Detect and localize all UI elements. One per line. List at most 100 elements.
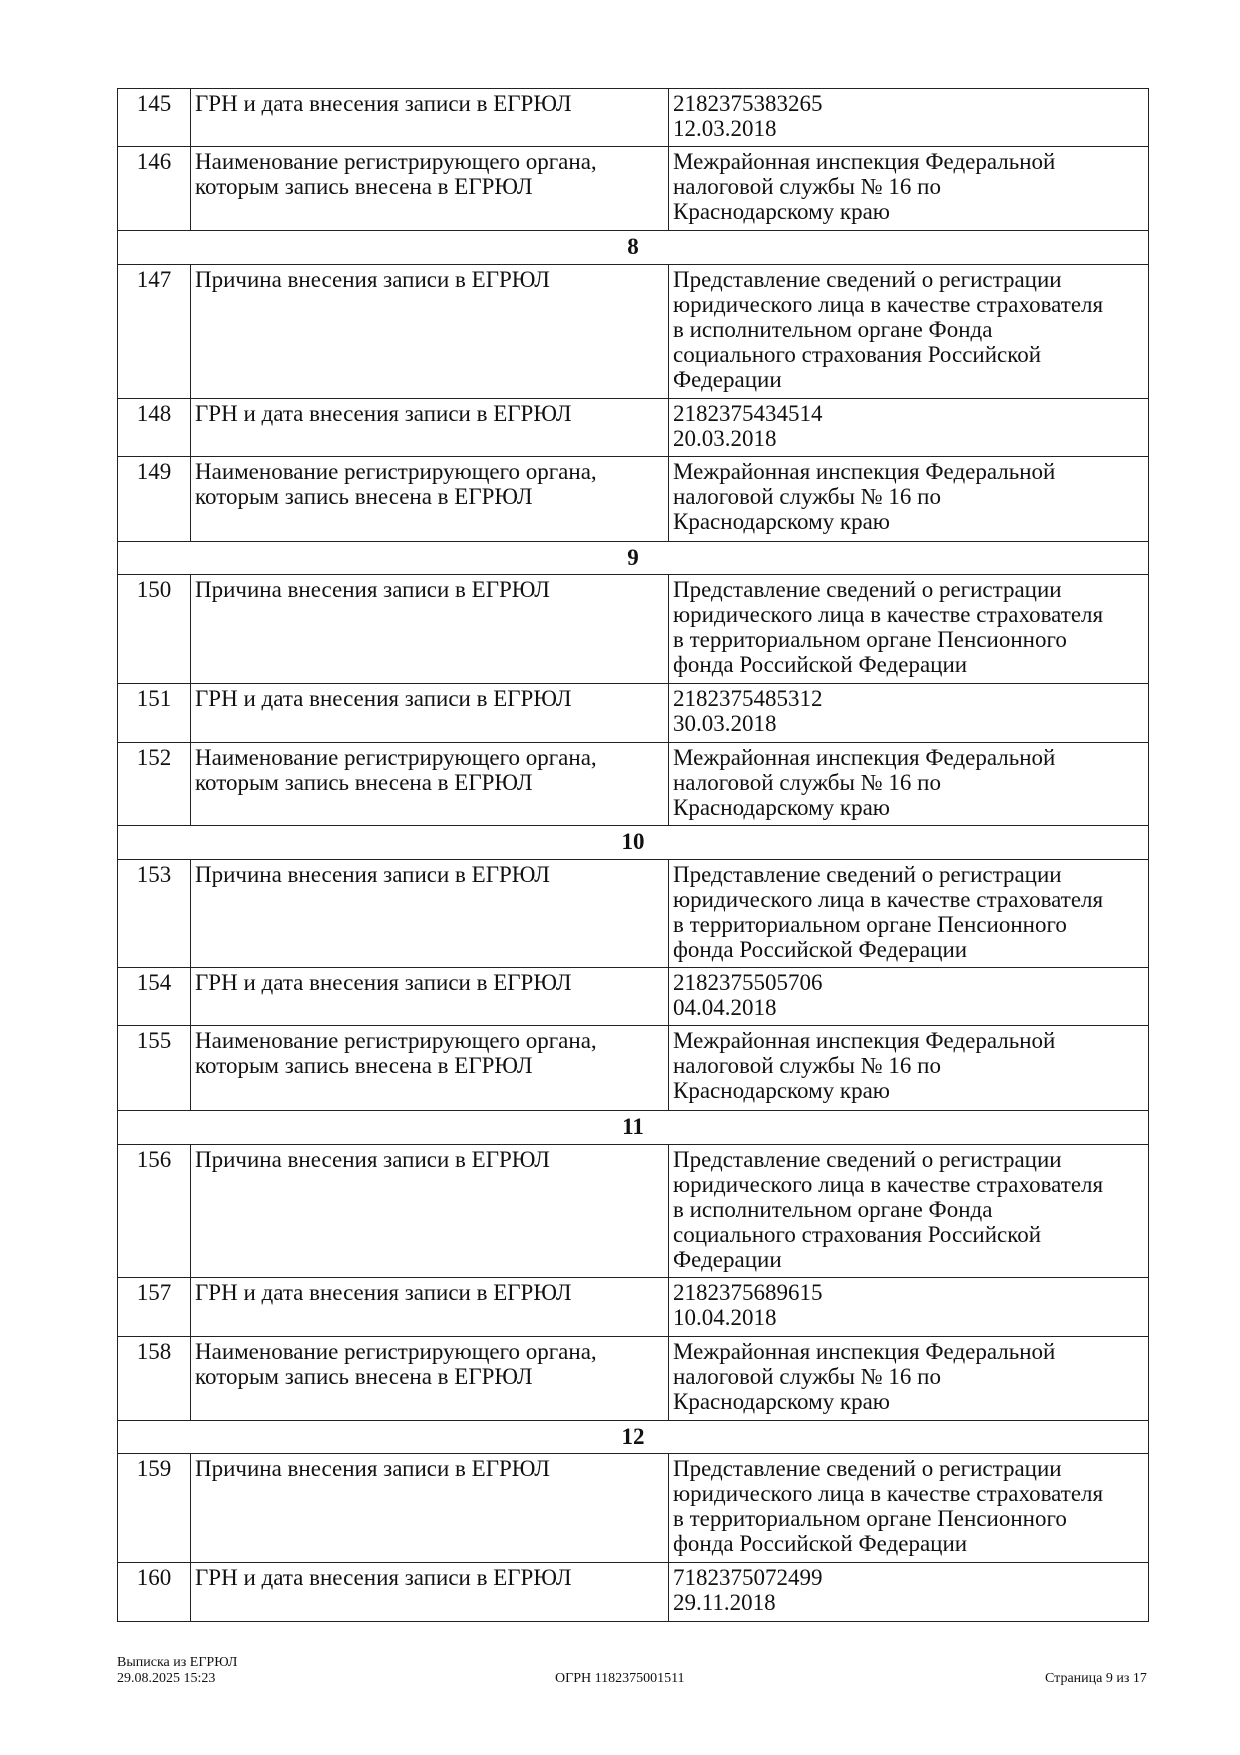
row-number: 153 — [117, 859, 191, 968]
row-value: Представление сведений о регистрации юрид… — [668, 264, 1149, 399]
footer-doc-title: Выписка из ЕГРЮЛ — [117, 1655, 238, 1670]
section-number: 8 — [117, 230, 1149, 265]
table-row: 158 Наименование регистрирующего органа, … — [117, 1336, 1149, 1421]
row-number: 156 — [117, 1144, 191, 1278]
row-number: 150 — [117, 574, 191, 684]
row-value: Межрайонная инспекция Федеральной налогов… — [668, 742, 1149, 826]
row-value: 2182375485312 30.03.2018 — [668, 683, 1149, 743]
row-value-line: социального страхования Российской — [673, 1222, 1042, 1247]
row-value-line: Межрайонная инспекция Федеральной — [673, 149, 1056, 174]
row-value: Межрайонная инспекция Федеральной налогов… — [668, 146, 1149, 231]
table-row: 159 Причина внесения записи в ЕГРЮЛ Предст… — [117, 1453, 1149, 1563]
row-number: 157 — [117, 1277, 191, 1337]
row-value-line: юридического лица в качестве страховател… — [673, 1172, 1104, 1197]
row-value-line: фонда Российской Федерации — [673, 937, 968, 962]
section-number: 10 — [117, 825, 1149, 860]
row-value-line: 2182375485312 — [673, 686, 823, 711]
row-label: Причина внесения записи в ЕГРЮЛ — [190, 1144, 669, 1278]
row-label: Наименование регистрирующего органа, кот… — [190, 1025, 669, 1111]
table-row: 152 Наименование регистрирующего органа, … — [117, 742, 1149, 826]
row-value-line: в исполнительном органе Фонда — [673, 1197, 993, 1222]
table-row: 149 Наименование регистрирующего органа, … — [117, 456, 1149, 542]
row-value-line: 10.04.2018 — [673, 1305, 777, 1330]
row-value: Представление сведений о регистрации юрид… — [668, 859, 1149, 968]
row-label: ГРН и дата внесения записи в ЕГРЮЛ — [190, 88, 669, 147]
row-value-line: юридического лица в качестве страховател… — [673, 887, 1104, 912]
table-row: 148 ГРН и дата внесения записи в ЕГРЮЛ 218… — [117, 398, 1149, 457]
row-value-line: Представление сведений о регистрации — [673, 267, 1062, 292]
row-value-line: в территориальном органе Пенсионного — [673, 1506, 1067, 1531]
table-row: 146 Наименование регистрирующего органа, … — [117, 146, 1149, 231]
row-value-line: налоговой службы № 16 по — [673, 484, 941, 509]
row-value: Представление сведений о регистрации юрид… — [668, 1453, 1149, 1563]
row-value-line: фонда Российской Федерации — [673, 652, 968, 677]
row-value-line: Федерации — [673, 1247, 782, 1272]
table-row: 153 Причина внесения записи в ЕГРЮЛ Предст… — [117, 859, 1149, 968]
row-number: 151 — [117, 683, 191, 743]
row-value-line: в территориальном органе Пенсионного — [673, 627, 1067, 652]
row-number: 155 — [117, 1025, 191, 1111]
row-value-line: в территориальном органе Пенсионного — [673, 912, 1067, 937]
section-row: 10 — [117, 825, 1149, 860]
row-value-line: налоговой службы № 16 по — [673, 174, 941, 199]
row-value-line: Межрайонная инспекция Федеральной — [673, 1028, 1056, 1053]
row-value: Представление сведений о регистрации юрид… — [668, 1144, 1149, 1278]
section-row: 12 — [117, 1420, 1149, 1454]
row-value-line: социального страхования Российской — [673, 342, 1042, 367]
row-value-line: в исполнительном органе Фонда — [673, 317, 993, 342]
row-value-line: 2182375383265 — [673, 91, 823, 116]
section-row: 9 — [117, 541, 1149, 575]
row-value-line: юридического лица в качестве страховател… — [673, 292, 1104, 317]
row-label: Причина внесения записи в ЕГРЮЛ — [190, 574, 669, 684]
row-value-line: Федерации — [673, 367, 782, 392]
row-value-line: юридического лица в качестве страховател… — [673, 602, 1104, 627]
row-value: 7182375072499 29.11.2018 — [668, 1562, 1149, 1622]
row-label: Наименование регистрирующего органа, кот… — [190, 146, 669, 231]
section-number: 9 — [117, 541, 1149, 575]
row-value: 2182375383265 12.03.2018 — [668, 88, 1149, 147]
section-number: 12 — [117, 1420, 1149, 1454]
row-value-line: 2182375434514 — [673, 401, 823, 426]
row-value-line: 20.03.2018 — [673, 426, 777, 451]
table-row: 154 ГРН и дата внесения записи в ЕГРЮЛ 218… — [117, 967, 1149, 1026]
section-row: 8 — [117, 230, 1149, 265]
row-label: Причина внесения записи в ЕГРЮЛ — [190, 1453, 669, 1563]
row-number: 145 — [117, 88, 191, 147]
row-number: 154 — [117, 967, 191, 1026]
row-value-line: 2182375505706 — [673, 970, 823, 995]
section-row: 11 — [117, 1110, 1149, 1145]
row-value: 2182375505706 04.04.2018 — [668, 967, 1149, 1026]
row-value-line: Краснодарскому краю — [673, 795, 890, 820]
row-value-line: Краснодарскому краю — [673, 509, 890, 534]
table-row: 145 ГРН и дата внесения записи в ЕГРЮЛ 218… — [117, 88, 1149, 147]
row-value: Межрайонная инспекция Федеральной налогов… — [668, 1336, 1149, 1421]
row-value-line: налоговой службы № 16 по — [673, 1364, 941, 1389]
row-label: ГРН и дата внесения записи в ЕГРЮЛ — [190, 683, 669, 743]
row-label: ГРН и дата внесения записи в ЕГРЮЛ — [190, 398, 669, 457]
footer-left: Выписка из ЕГРЮЛ 29.08.2025 15:23 — [117, 1655, 237, 1687]
row-number: 149 — [117, 456, 191, 542]
row-value: Межрайонная инспекция Федеральной налогов… — [668, 1025, 1149, 1111]
table-row: 155 Наименование регистрирующего органа, … — [117, 1025, 1149, 1111]
row-number: 148 — [117, 398, 191, 457]
row-value-line: Краснодарскому краю — [673, 199, 890, 224]
row-label: ГРН и дата внесения записи в ЕГРЮЛ — [190, 1562, 669, 1622]
row-number: 147 — [117, 264, 191, 399]
row-label: ГРН и дата внесения записи в ЕГРЮЛ — [190, 1277, 669, 1337]
row-number: 152 — [117, 742, 191, 826]
table-row: 147 Причина внесения записи в ЕГРЮЛ Предст… — [117, 264, 1149, 399]
row-value-line: Межрайонная инспекция Федеральной — [673, 1339, 1056, 1364]
row-number: 158 — [117, 1336, 191, 1421]
row-value-line: Межрайонная инспекция Федеральной — [673, 745, 1056, 770]
row-value: 2182375434514 20.03.2018 — [668, 398, 1149, 457]
row-value-line: юридического лица в качестве страховател… — [673, 1481, 1104, 1506]
section-number: 11 — [117, 1110, 1149, 1145]
row-value-line: Краснодарскому краю — [673, 1389, 890, 1414]
row-value-line: Представление сведений о регистрации — [673, 862, 1062, 887]
footer-page-number: Страница 9 из 17 — [1045, 1671, 1147, 1686]
footer-ogrn: ОГРН 1182375001511 — [555, 1671, 685, 1686]
row-value-line: 30.03.2018 — [673, 711, 777, 736]
row-label: Наименование регистрирующего органа, кот… — [190, 1336, 669, 1421]
table-row: 160 ГРН и дата внесения записи в ЕГРЮЛ 718… — [117, 1562, 1149, 1622]
row-value: Межрайонная инспекция Федеральной налогов… — [668, 456, 1149, 542]
